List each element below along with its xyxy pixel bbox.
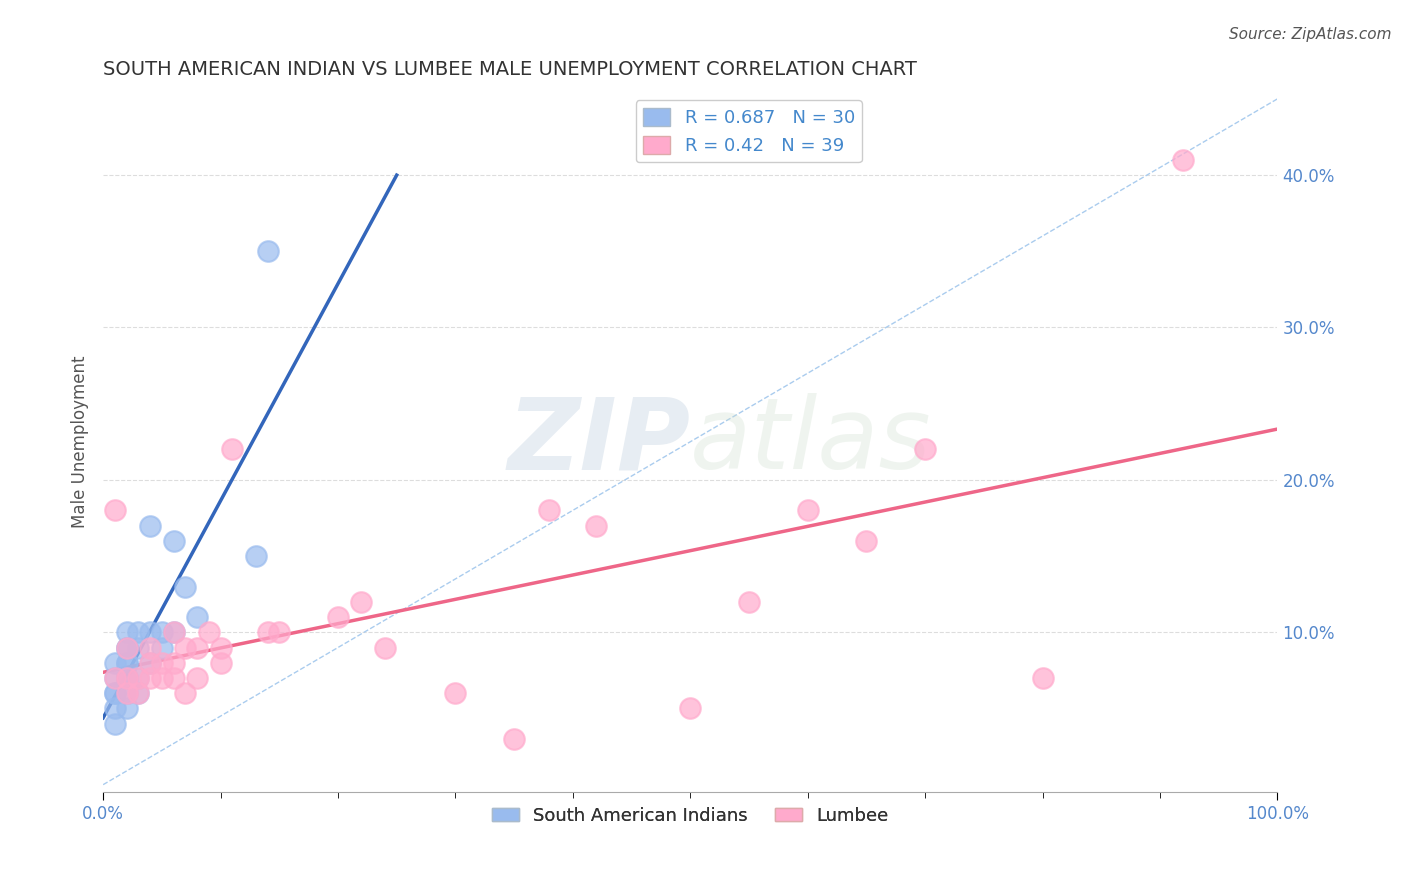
Point [256,244,278,259]
Text: Source: ZipAtlas.com: Source: ZipAtlas.com [1229,27,1392,42]
Point [796,503,818,517]
Point [104,686,127,700]
Point [127,671,149,685]
Point [174,686,197,700]
Point [256,625,278,640]
Point [115,640,138,655]
Point [150,625,173,640]
Point [679,701,702,715]
Point [186,610,208,624]
Point [221,442,243,457]
Point [115,640,138,655]
Point [269,625,291,640]
Point [914,442,936,457]
Text: SOUTH AMERICAN INDIAN VS LUMBEE MALE UNEMPLOYMENT CORRELATION CHART: SOUTH AMERICAN INDIAN VS LUMBEE MALE UNE… [103,60,917,78]
Point [326,610,349,624]
Point [115,686,138,700]
Point [162,533,184,548]
Point [139,656,162,670]
Point [585,518,607,533]
Point [162,625,184,640]
Point [127,640,149,655]
Point [374,640,396,655]
Point [115,656,138,670]
Point [162,656,184,670]
Point [115,671,138,685]
Point [127,671,149,685]
Point [115,701,138,715]
Point [162,671,184,685]
Point [139,656,162,670]
Point [115,671,138,685]
Point [1031,671,1053,685]
Point [139,640,162,655]
Point [174,580,197,594]
Text: ZIP: ZIP [508,393,690,491]
Point [538,503,561,517]
Legend: South American Indians, Lumbee: South American Indians, Lumbee [485,800,896,832]
Point [139,518,162,533]
Point [127,686,149,700]
Point [115,640,138,655]
Point [186,671,208,685]
Point [104,656,127,670]
Point [245,549,267,563]
Point [150,640,173,655]
Point [1173,153,1195,167]
Point [209,656,232,670]
Point [127,625,149,640]
Point [444,686,467,700]
Point [115,656,138,670]
Point [104,701,127,715]
Y-axis label: Male Unemployment: Male Unemployment [72,356,89,528]
Point [139,671,162,685]
Point [738,595,761,609]
Point [104,716,127,731]
Point [162,625,184,640]
Point [115,686,138,700]
Point [104,671,127,685]
Point [150,656,173,670]
Point [127,686,149,700]
Point [503,731,526,746]
Point [139,625,162,640]
Point [115,625,138,640]
Point [104,503,127,517]
Point [150,671,173,685]
Point [104,686,127,700]
Point [209,640,232,655]
Text: atlas: atlas [690,393,932,491]
Point [350,595,373,609]
Point [104,671,127,685]
Point [198,625,221,640]
Point [174,640,197,655]
Point [115,671,138,685]
Point [186,640,208,655]
Point [855,533,877,548]
